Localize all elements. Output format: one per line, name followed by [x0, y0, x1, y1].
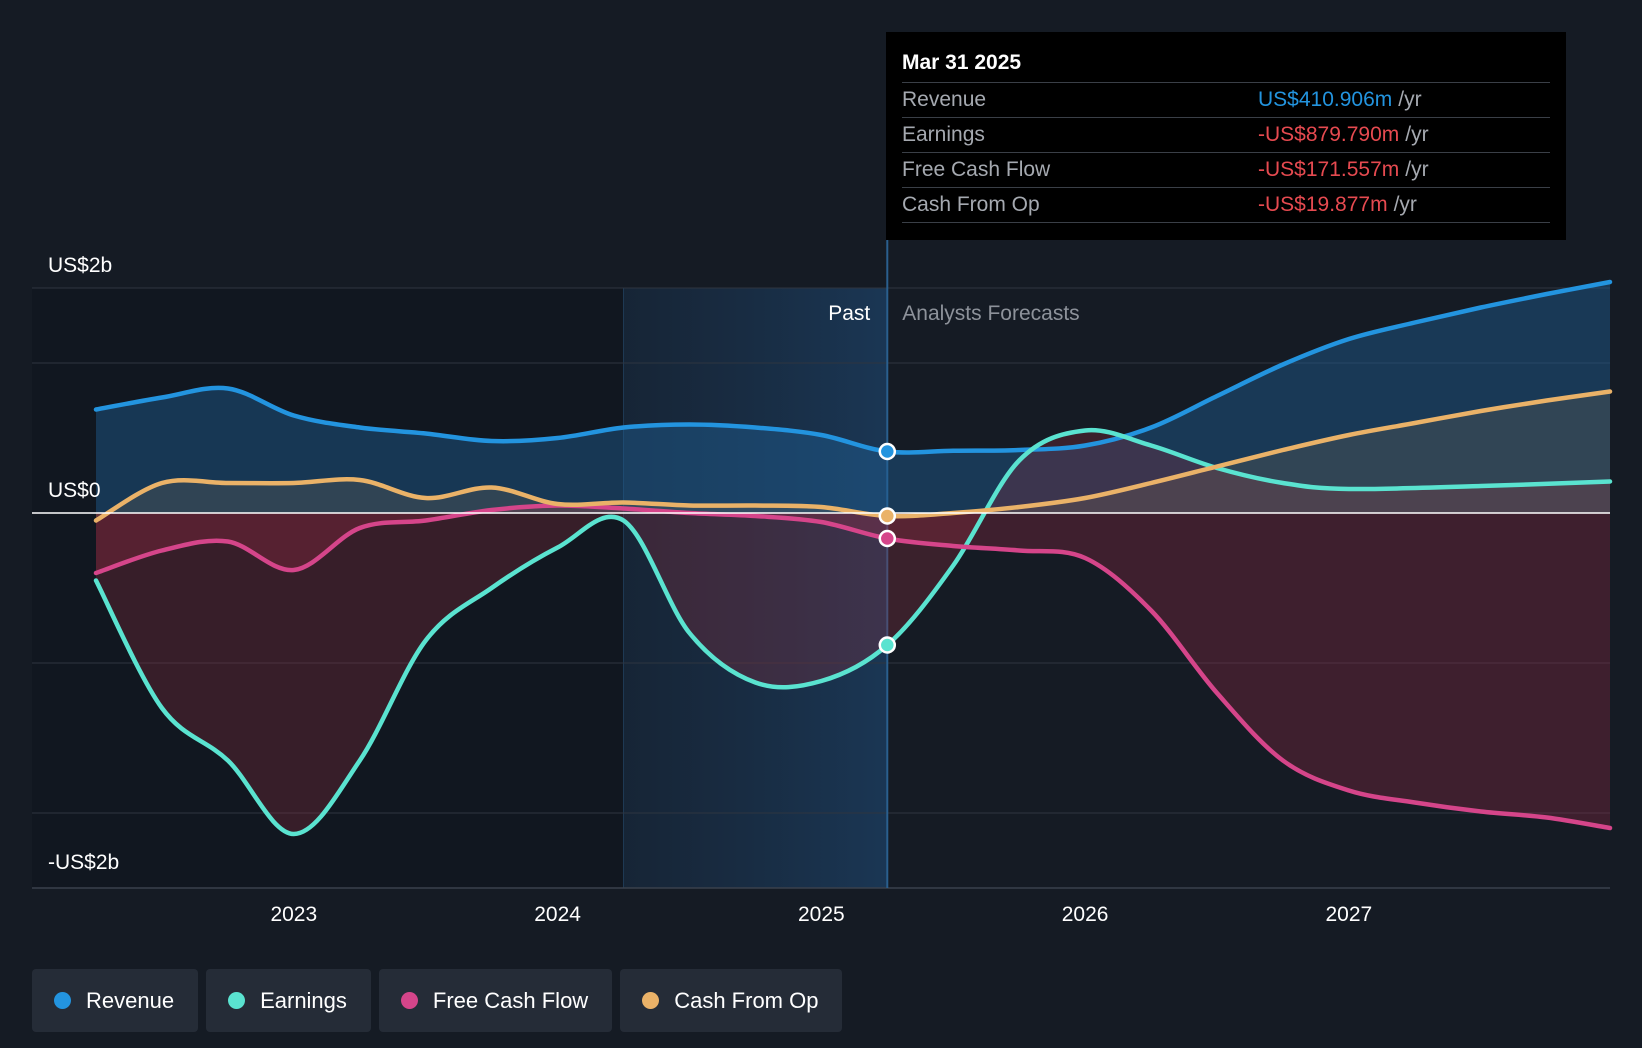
tooltip-value: -US$879.790m [1258, 123, 1400, 146]
tooltip-label: Free Cash Flow [902, 158, 1051, 181]
x-tick-label: 2024 [534, 903, 581, 926]
line-earnings [93, 427, 1613, 837]
marker-earnings [878, 636, 897, 654]
tooltip-label: Revenue [902, 88, 987, 111]
legend-dot-icon [400, 992, 418, 1009]
tooltip-value: -US$171.557m [1258, 158, 1400, 181]
x-tick-label: 2026 [1062, 903, 1109, 926]
past-label: Past [828, 302, 870, 325]
chart-legend: Revenue Earnings Free Cash Flow Cash Fro… [32, 969, 843, 1032]
tooltip-panel: Mar 31 2025 Revenue US$410.906m /yr Earn… [886, 32, 1566, 240]
legend-item-free-cash-flow[interactable]: Free Cash Flow [378, 969, 613, 1032]
forecast-label: Analysts Forecasts [902, 302, 1079, 325]
tooltip-unit: /yr [1405, 158, 1429, 181]
legend-label: Free Cash Flow [432, 987, 589, 1013]
tooltip-label: Earnings [902, 123, 985, 146]
legend-dot-icon [54, 992, 71, 1009]
area-free-cash-flow [96, 505, 1610, 828]
tooltip-row-cash-from-op: Cash From Op -US$19.877m /yr [902, 187, 1550, 223]
highlight-band [623, 288, 888, 888]
marker-revenue [878, 442, 897, 461]
legend-item-earnings[interactable]: Earnings [206, 969, 371, 1032]
area-earnings [96, 430, 1610, 834]
legend-label: Cash From Op [674, 987, 819, 1013]
legend-label: Earnings [260, 987, 347, 1013]
area-revenue [96, 282, 1610, 513]
legend-dot-icon [642, 992, 660, 1009]
x-tick-label: 2025 [798, 903, 845, 926]
y-label-bottom: -US$2b [48, 851, 119, 874]
tooltip-unit: /yr [1398, 88, 1422, 111]
tooltip-unit: /yr [1393, 193, 1417, 216]
line-cash-from-op [93, 389, 1613, 523]
y-label-zero: US$0 [48, 479, 101, 502]
tooltip-value: -US$19.877m [1258, 193, 1388, 216]
area-cash-from-op [96, 391, 1610, 521]
legend-item-revenue[interactable]: Revenue [32, 969, 199, 1032]
x-tick-label: 2023 [270, 903, 317, 926]
tooltip-label: Cash From Op [902, 193, 1040, 216]
marker-cash-from-op [878, 507, 897, 525]
tooltip-date: Mar 31 2025 [902, 51, 1022, 74]
x-tick-label: 2027 [1326, 903, 1373, 926]
line-revenue [93, 279, 1613, 455]
tooltip-value: US$410.906m [1258, 88, 1393, 111]
line-free-cash-flow [93, 503, 1613, 831]
legend-dot-icon [228, 992, 246, 1009]
marker-free-cash-flow [878, 529, 897, 548]
financials-chart: US$2b US$0 -US$2b Past Analysts Forecasts 202… [32, 240, 1613, 926]
y-label-top: US$2b [48, 254, 112, 277]
legend-label: Revenue [86, 987, 175, 1013]
tooltip-row-earnings: Earnings -US$879.790m /yr [902, 117, 1550, 152]
tooltip-unit: /yr [1405, 123, 1429, 146]
legend-item-cash-from-op[interactable]: Cash From Op [620, 969, 843, 1032]
tooltip-row-revenue: Revenue US$410.906m /yr [902, 82, 1550, 117]
tooltip-row-free-cash-flow: Free Cash Flow -US$171.557m /yr [902, 152, 1550, 187]
